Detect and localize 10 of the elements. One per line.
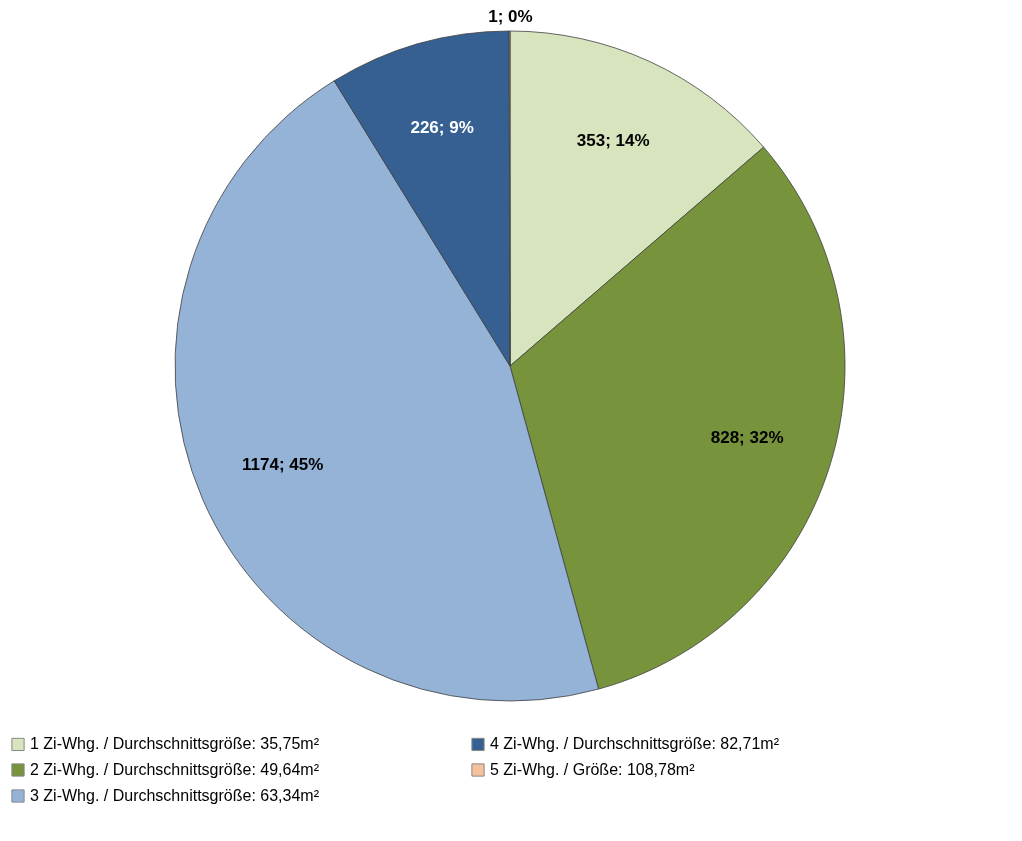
legend-label: 2 Zi-Whg. / Durchschnittsgröße: 49,64m² xyxy=(30,761,320,778)
data-label: 353; 14% xyxy=(576,130,650,150)
legend-label: 5 Zi-Whg. / Größe: 108,78m² xyxy=(490,761,696,778)
legend-label: 3 Zi-Whg. / Durchschnittsgröße: 63,34m² xyxy=(30,787,320,804)
data-label: 1174; 45% xyxy=(242,454,324,474)
data-label: 226; 9% xyxy=(410,117,474,137)
data-label: 1; 0% xyxy=(488,7,533,26)
legend-label: 4 Zi-Whg. / Durchschnittsgröße: 82,71m² xyxy=(490,735,780,753)
data-label: 828; 32% xyxy=(710,428,784,448)
legend-label: 1 Zi-Whg. / Durchschnittsgröße: 35,75m² xyxy=(30,735,320,753)
